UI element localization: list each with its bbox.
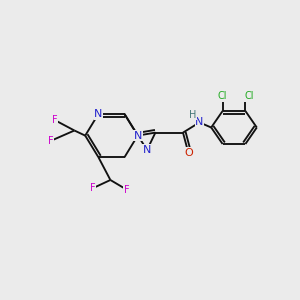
Text: F: F <box>124 184 129 195</box>
Text: F: F <box>52 115 57 125</box>
Text: F: F <box>90 183 95 194</box>
Text: N: N <box>134 130 142 141</box>
Text: F: F <box>48 136 53 146</box>
Text: N: N <box>143 145 151 155</box>
Text: O: O <box>184 148 193 158</box>
Text: Cl: Cl <box>218 91 227 101</box>
Text: N: N <box>195 117 204 128</box>
Text: H: H <box>189 110 197 120</box>
Text: Cl: Cl <box>245 91 254 101</box>
Text: N: N <box>94 109 103 119</box>
